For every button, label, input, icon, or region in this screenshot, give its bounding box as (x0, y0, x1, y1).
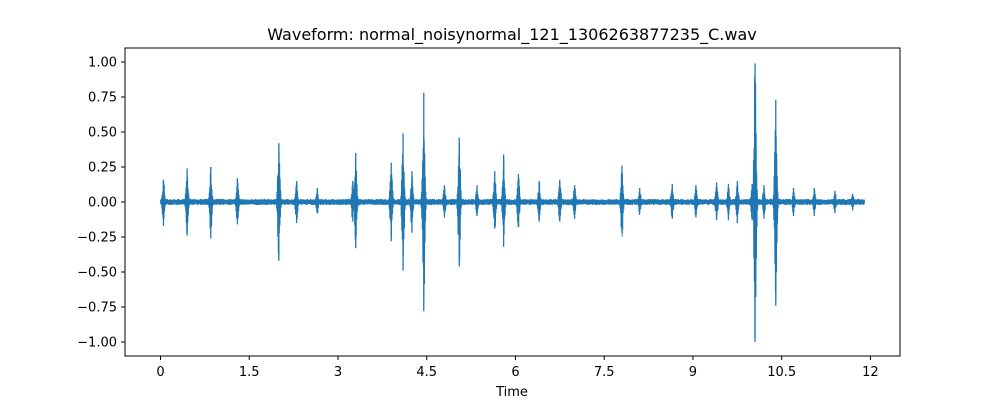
x-tick-label: 9 (689, 365, 697, 380)
x-tick-label: 0 (156, 365, 164, 380)
y-tick-label: −0.75 (77, 301, 117, 316)
x-tick-label: 3 (334, 365, 342, 380)
y-tick-label: 0.25 (88, 161, 117, 176)
y-axis: 1.00 0.75 0.50 0.25 0.00 −0.25 −0.50 −0.75 −1.00 (77, 56, 125, 351)
x-tick-label: 6 (511, 365, 519, 380)
y-tick-label: −0.25 (77, 231, 117, 246)
x-tick-label: 12 (862, 365, 879, 380)
chart-title: Waveform: normal_noisynormal_121_1306263… (267, 25, 757, 45)
x-tick-label: 7.5 (594, 365, 615, 380)
plot-area (160, 63, 865, 342)
y-tick-label: −1.00 (77, 336, 117, 351)
y-tick-label: −0.50 (77, 266, 117, 281)
x-tick-label: 10.5 (767, 365, 796, 380)
x-tick-label: 1.5 (239, 365, 260, 380)
x-tick-label: 4.5 (416, 365, 437, 380)
y-tick-label: 1.00 (88, 56, 117, 71)
y-tick-label: 0.75 (88, 91, 117, 106)
y-tick-label: 0.00 (88, 196, 117, 211)
x-axis-label: Time (495, 385, 528, 400)
y-tick-label: 0.50 (88, 126, 117, 141)
waveform-series-line (160, 76, 865, 339)
x-axis: 0 1.5 3 4.5 6 7.5 9 10.5 12 (156, 356, 879, 380)
